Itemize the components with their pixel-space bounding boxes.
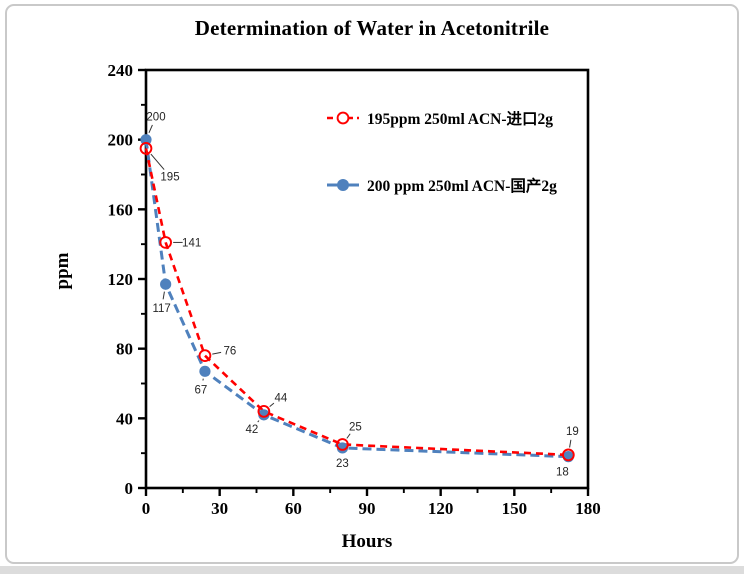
chart-card <box>5 4 739 564</box>
x-tick-label: 0 <box>142 499 151 518</box>
y-tick-label: 120 <box>108 270 134 289</box>
legend-marker-blue-solid-filled-circle <box>327 179 359 191</box>
legend-entry-imported: 195ppm 250ml ACN-进口2g <box>326 109 554 128</box>
x-tick-label: 180 <box>575 499 601 518</box>
y-tick-label: 0 <box>125 479 134 498</box>
point-annotations: 195 141 76 44 25 19 200 117 67 42 23 18 <box>146 112 578 479</box>
data-label: 117 <box>152 303 170 315</box>
y-axis-title: ppm <box>52 252 73 290</box>
series-markers-domestic <box>140 134 574 463</box>
legend-label-domestic: 200 ppm 250ml ACN-国产2g <box>367 178 557 195</box>
x-tick-label: 60 <box>285 499 302 518</box>
y-axis: 0 40 80 120 160 200 240 <box>108 61 146 498</box>
data-label: 141 <box>182 237 201 249</box>
x-tick-label: 90 <box>359 499 376 518</box>
series-markers-imported <box>139 142 575 462</box>
y-tick-label: 80 <box>116 340 133 359</box>
data-label: 67 <box>195 384 208 396</box>
data-label: 200 <box>146 112 165 124</box>
data-label: 76 <box>224 346 237 358</box>
x-tick-label: 120 <box>428 499 454 518</box>
y-tick-label: 240 <box>108 61 134 80</box>
x-axis-title: Hours <box>341 531 393 552</box>
series-line-domestic <box>144 139 569 459</box>
y-tick-label: 160 <box>108 200 134 219</box>
x-tick-label: 150 <box>502 499 528 518</box>
data-label: 44 <box>274 392 287 404</box>
data-label: 23 <box>336 458 349 470</box>
data-label: 19 <box>566 426 579 438</box>
data-label: 25 <box>349 421 362 433</box>
x-tick-label: 30 <box>211 499 228 518</box>
y-tick-label: 40 <box>116 409 133 428</box>
x-axis: 0 30 60 90 120 150 180 <box>142 488 601 518</box>
plot-box <box>144 68 590 490</box>
data-label: 42 <box>245 424 258 436</box>
legend-label-imported: 195ppm 250ml ACN-进口2g <box>367 111 554 128</box>
data-label: 18 <box>556 467 569 479</box>
legend-marker-red-dashed-open-circle <box>327 111 359 125</box>
chart-title: Determination of Water in Acetonitrile <box>194 16 550 40</box>
legend-entry-domestic: 200 ppm 250ml ACN-国产2g <box>326 176 557 195</box>
data-label: 195 <box>160 171 179 183</box>
series-line-imported <box>144 148 569 457</box>
y-tick-label: 200 <box>108 131 134 150</box>
window-bottom-edge <box>0 566 744 574</box>
